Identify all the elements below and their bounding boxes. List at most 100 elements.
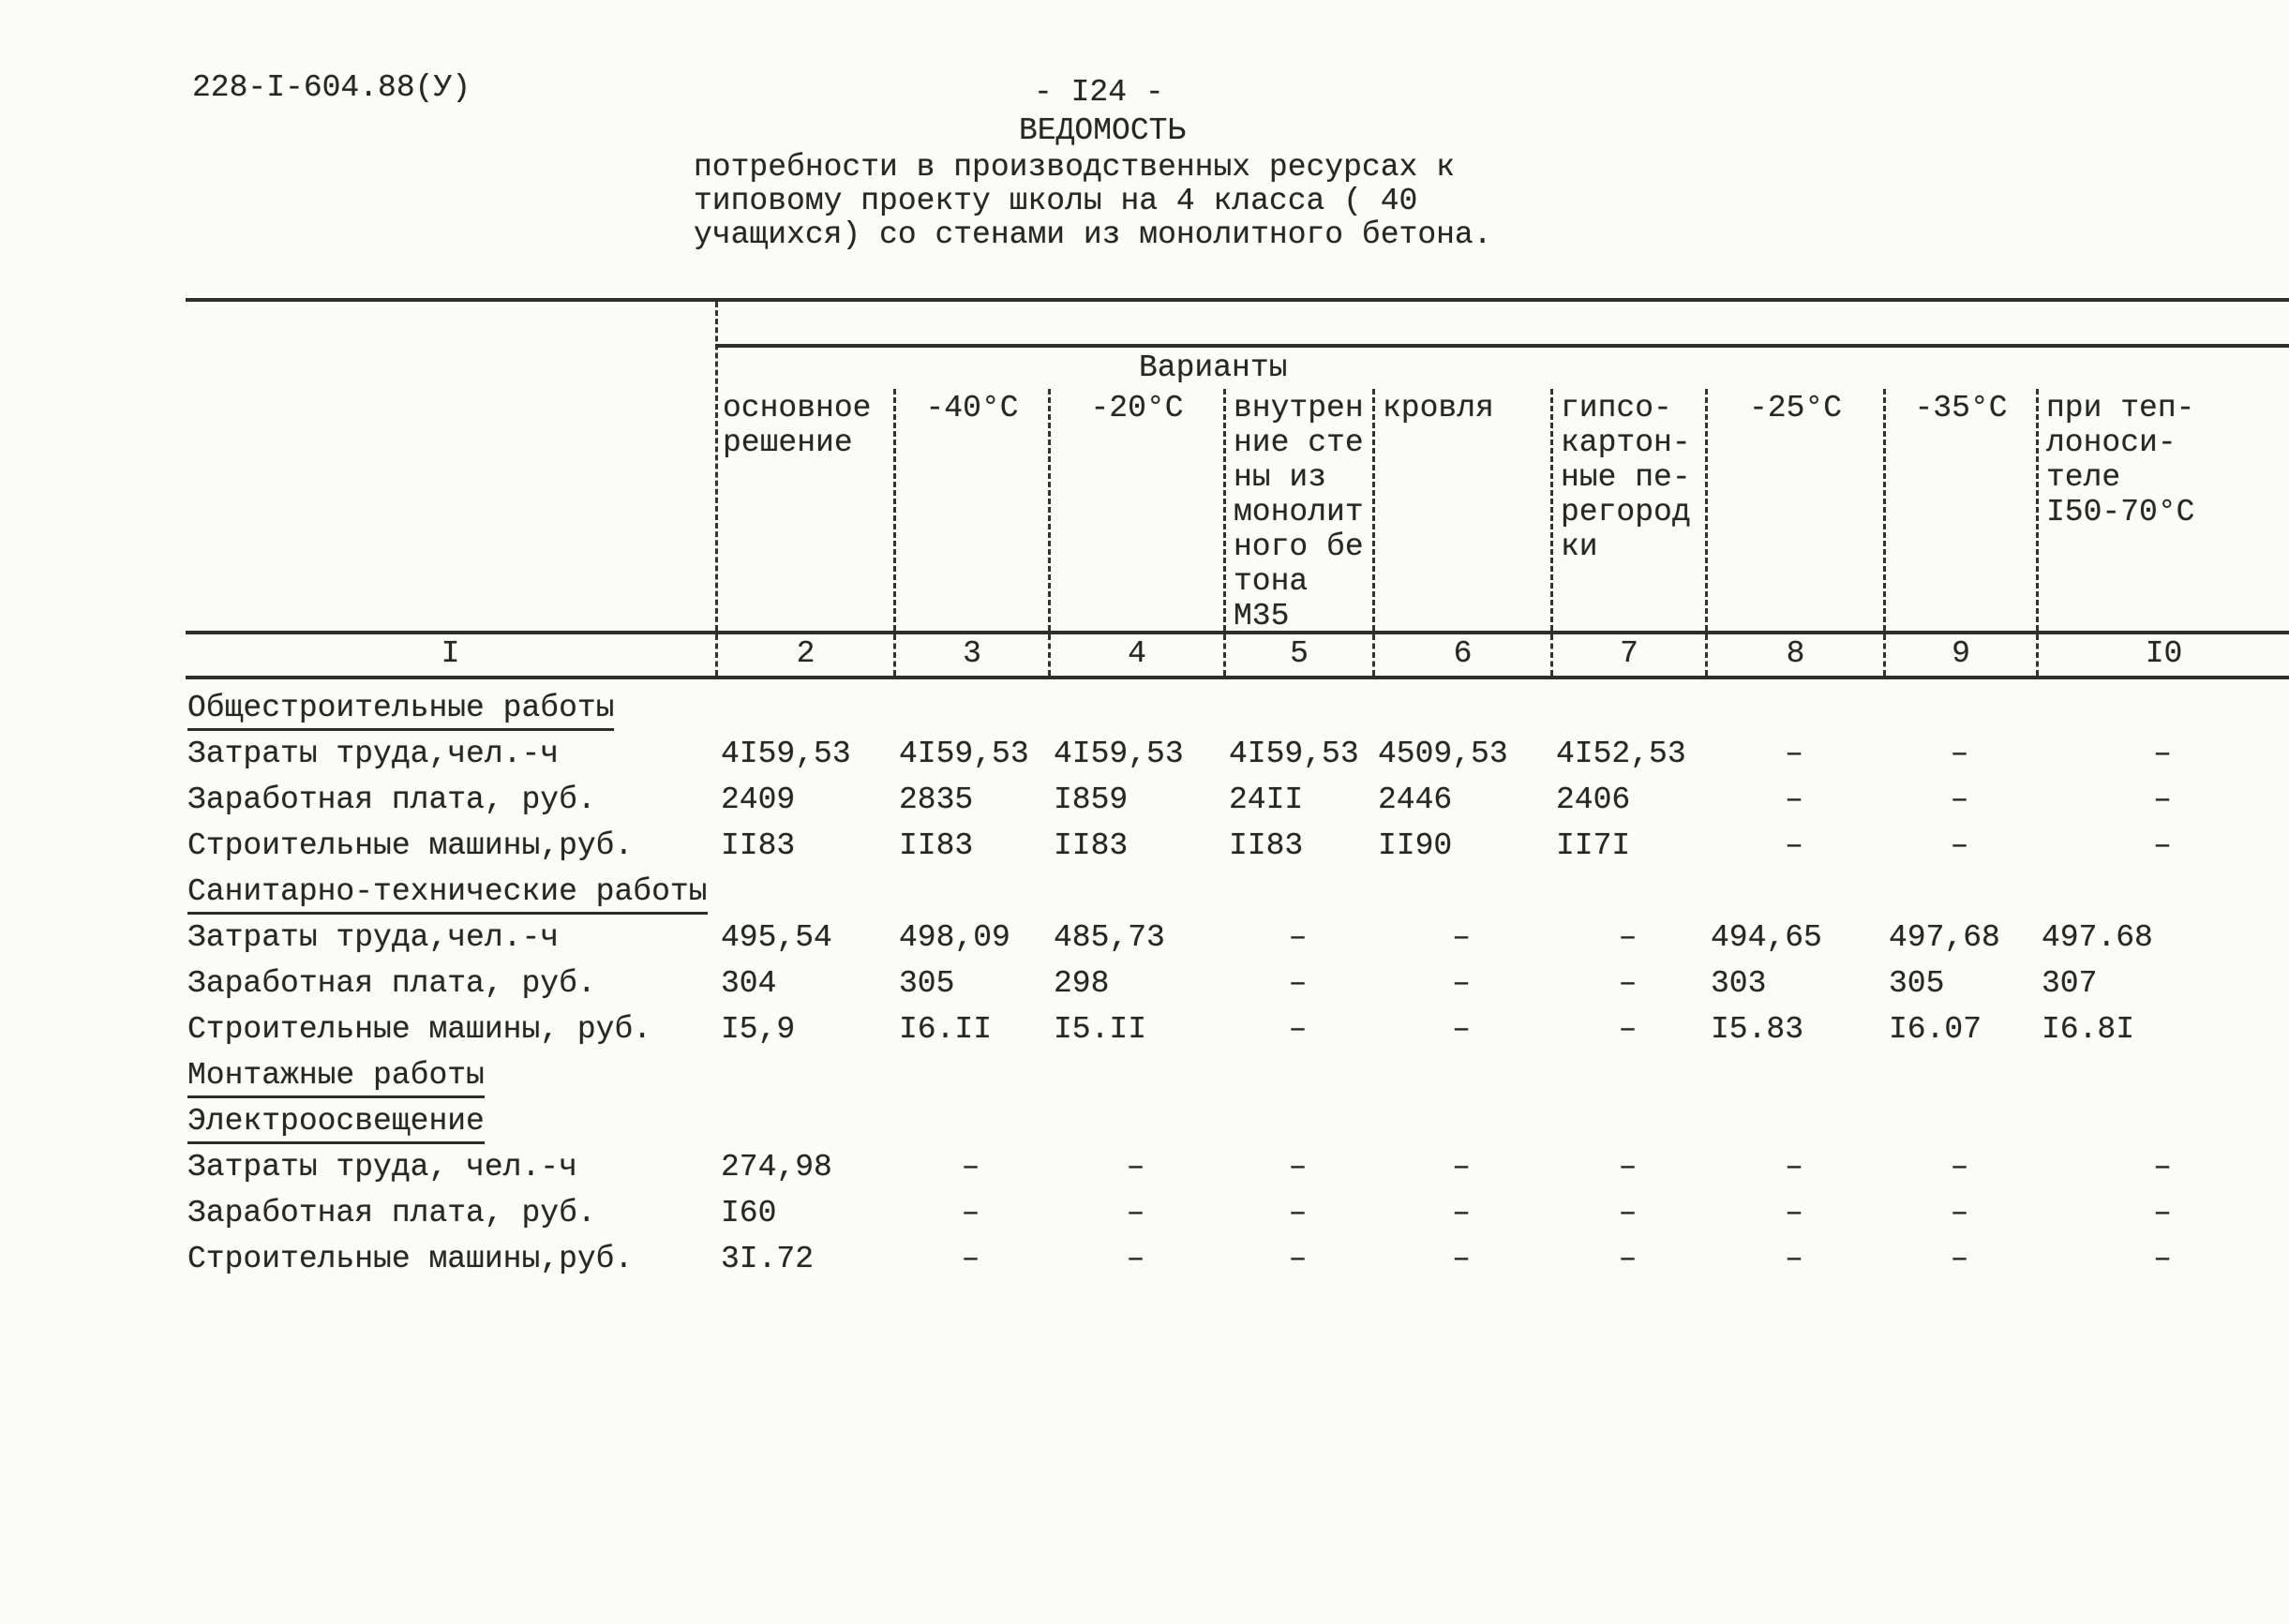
empty-value-cell: – xyxy=(1618,1196,1638,1230)
section-title: Санитарно-технические работы xyxy=(186,869,715,915)
empty-cell xyxy=(2036,1098,2289,1144)
row-label: Заработная плата, руб. xyxy=(187,1196,596,1230)
section-title-row: Электроосвещение xyxy=(186,1098,2289,1144)
empty-value-cell: – xyxy=(2153,1150,2172,1184)
empty-cell xyxy=(1883,869,2036,915)
empty-cell xyxy=(715,1098,893,1144)
value-cell: 4I52,53 xyxy=(1556,737,1686,771)
column-separator-line xyxy=(715,302,718,631)
empty-cell xyxy=(715,869,893,915)
empty-cell xyxy=(1883,1052,2036,1098)
empty-value-cell: – xyxy=(2153,828,2172,863)
value-cell: I859 xyxy=(1054,782,1129,817)
empty-cell xyxy=(1223,869,1372,915)
empty-cell xyxy=(1372,869,1550,915)
empty-value-cell: – xyxy=(1452,920,1471,955)
empty-cell xyxy=(1048,869,1223,915)
column-number: 2 xyxy=(715,634,893,676)
value-cell: 298 xyxy=(1054,966,1110,1001)
empty-value-cell: – xyxy=(2153,1242,2172,1276)
empty-cell xyxy=(893,1052,1048,1098)
section-title: Монтажные работы xyxy=(186,1052,715,1098)
column-number: 5 xyxy=(1223,634,1372,676)
header-cell-base-solution: основное решение xyxy=(723,391,872,460)
column-number: 3 xyxy=(893,634,1048,676)
empty-value-cell: – xyxy=(1126,1196,1145,1230)
empty-value-cell: – xyxy=(1126,1150,1145,1184)
table-body: Общестроительные работы Затраты труда,чел… xyxy=(186,679,2289,1282)
table-header: Варианты основное решение -40°С -20°С вн… xyxy=(186,302,2289,631)
empty-value-cell: – xyxy=(2153,737,2172,771)
value-cell: 304 xyxy=(721,966,777,1001)
empty-cell xyxy=(1048,685,1223,731)
section-title: Общестроительные работы xyxy=(186,685,715,731)
value-cell: 4I59,53 xyxy=(721,737,851,771)
value-cell: II83 xyxy=(721,828,796,863)
empty-cell xyxy=(893,685,1048,731)
section-title-text: Электроосвещение xyxy=(187,1103,485,1144)
value-cell: 498,09 xyxy=(899,920,1010,955)
row-label: Заработная плата, руб. xyxy=(187,966,596,1001)
value-cell: 497,68 xyxy=(1889,920,2000,955)
empty-cell xyxy=(1048,1098,1223,1144)
value-cell: I6.07 xyxy=(1889,1012,1982,1047)
value-cell: 2406 xyxy=(1556,782,1631,817)
column-number: I xyxy=(441,636,460,671)
value-cell: II7I xyxy=(1556,828,1631,863)
empty-value-cell: – xyxy=(1950,1150,1969,1184)
value-cell: II90 xyxy=(1378,828,1453,863)
section-title-row: Общестроительные работы xyxy=(186,685,2289,731)
empty-value-cell: – xyxy=(1785,737,1803,771)
data-row: Затраты труда,чел.-ч 495,54 498,09 485,73 – –… xyxy=(186,915,2289,961)
column-number: 4 xyxy=(1048,634,1223,676)
value-cell: 307 xyxy=(2042,966,2098,1001)
column-number: I0 xyxy=(2036,634,2289,676)
page-number: - I24 - xyxy=(1034,75,1164,110)
empty-value-cell: – xyxy=(1452,1196,1471,1230)
empty-cell xyxy=(1223,1098,1372,1144)
empty-value-cell: – xyxy=(1950,737,1969,771)
empty-cell xyxy=(1550,685,1705,731)
empty-cell xyxy=(1372,1098,1550,1144)
empty-value-cell: – xyxy=(1618,1012,1638,1047)
empty-cell xyxy=(715,1052,893,1098)
header-top-rule xyxy=(715,344,2289,348)
variants-label: Варианты xyxy=(1139,350,1288,385)
row-label: Затраты труда,чел.-ч xyxy=(187,737,560,771)
value-cell: 2446 xyxy=(1378,782,1453,817)
empty-cell xyxy=(1048,1052,1223,1098)
empty-value-cell: – xyxy=(1785,828,1803,863)
header-cell-inner-walls: внутрен ние сте ны из монолит ного бе то… xyxy=(1223,389,1372,631)
empty-cell xyxy=(715,685,893,731)
header-cells-row: основное решение -40°С -20°С внутрен ние… xyxy=(186,389,2289,631)
empty-cell xyxy=(2036,1052,2289,1098)
data-row: Строительные машины, руб. I5,9 I6.II I5.II –… xyxy=(186,1006,2289,1052)
column-number: 9 xyxy=(1883,634,2036,676)
value-cell: 4I59,53 xyxy=(1054,737,1184,771)
column-number: 8 xyxy=(1705,634,1883,676)
data-row: Заработная плата, руб. 304 305 298 – – – 303 305… xyxy=(186,961,2289,1006)
empty-value-cell: – xyxy=(1288,1196,1308,1230)
value-cell: 274,98 xyxy=(721,1150,832,1184)
column-number: 7 xyxy=(1550,634,1705,676)
header-cell-minus20: -20°С xyxy=(1048,389,1223,631)
value-cell: I5.II xyxy=(1054,1012,1147,1047)
value-cell: I6.8I xyxy=(2042,1012,2135,1047)
header-cell-roof: кровля xyxy=(1372,389,1550,631)
value-cell: 495,54 xyxy=(721,920,832,955)
value-cell: 24II xyxy=(1229,782,1304,817)
empty-value-cell: – xyxy=(1288,1242,1308,1276)
value-cell: II83 xyxy=(1229,828,1304,863)
row-label: Затраты труда, чел.-ч xyxy=(187,1150,577,1184)
empty-value-cell: – xyxy=(1785,782,1803,817)
document-subtitle: потребности в производственных ресурсах … xyxy=(694,150,1492,252)
value-cell: 305 xyxy=(1889,966,1945,1001)
empty-value-cell: – xyxy=(961,1242,980,1276)
row-label: Строительные машины, руб. xyxy=(187,1012,652,1047)
empty-value-cell: – xyxy=(1452,1150,1471,1184)
value-cell: 4I59,53 xyxy=(899,737,1029,771)
empty-cell xyxy=(1372,1052,1550,1098)
empty-value-cell: – xyxy=(1950,828,1969,863)
data-row: Заработная плата, руб. I60 – – – – – – – – xyxy=(186,1190,2289,1236)
